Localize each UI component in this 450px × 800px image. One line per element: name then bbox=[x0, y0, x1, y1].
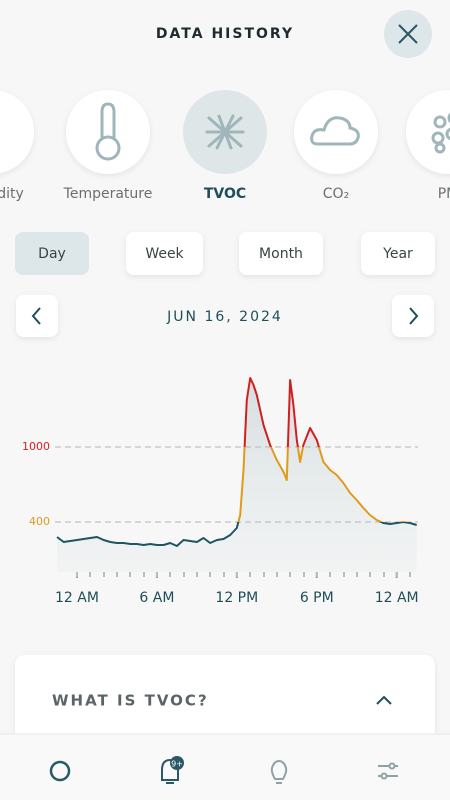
sensor-icon bbox=[95, 102, 121, 161]
period-label: Year bbox=[382, 246, 413, 262]
prev-button[interactable] bbox=[16, 295, 58, 337]
sensor-label: CO₂ bbox=[323, 186, 349, 202]
sensor-icon bbox=[431, 112, 450, 154]
sensor-row: Humidity Temperature TVOC CO₂ PM bbox=[0, 90, 450, 202]
period-label: Week bbox=[145, 246, 184, 262]
sensor-button[interactable] bbox=[294, 90, 378, 174]
sensor-button[interactable] bbox=[0, 90, 34, 174]
sensor-label: Temperature bbox=[63, 186, 153, 202]
period-label: Month bbox=[259, 246, 303, 262]
badge bbox=[170, 756, 184, 770]
line bbox=[56, 377, 417, 547]
x-tick-label: 12 PM bbox=[215, 590, 258, 606]
chevron bbox=[376, 695, 392, 705]
next-button[interactable] bbox=[392, 295, 434, 337]
sensor-button[interactable] bbox=[406, 90, 450, 174]
chart: 400 1000 12 AM 6 AM 12 PM 6 PM 12 AM bbox=[22, 377, 419, 606]
sensor-label: TVOC bbox=[204, 186, 246, 202]
sensor-label: PM bbox=[438, 186, 450, 202]
period-button[interactable] bbox=[361, 232, 435, 275]
period-button[interactable] bbox=[15, 232, 89, 275]
period-button[interactable] bbox=[239, 232, 323, 275]
nav-tips[interactable] bbox=[270, 759, 288, 784]
bottom-nav: 9+ bbox=[0, 733, 450, 800]
badge-text: 9+ bbox=[171, 760, 183, 769]
info-title: WHAT IS TVOC? bbox=[52, 692, 209, 710]
date-label: JUN 16, 2024 bbox=[166, 309, 283, 325]
period-label: Day bbox=[38, 246, 66, 262]
x-tick-label: 12 AM bbox=[55, 590, 99, 606]
period-row: Day Week Month Year bbox=[15, 232, 435, 275]
page-title: DATA HISTORY bbox=[156, 26, 294, 42]
x-tick-label: 12 AM bbox=[375, 590, 419, 606]
x-tick-label: 6 AM bbox=[139, 590, 174, 606]
minor-ticks bbox=[76, 572, 411, 577]
period-button[interactable] bbox=[126, 232, 203, 275]
sensor-label: Humidity bbox=[0, 186, 24, 202]
sensor-icon bbox=[310, 116, 360, 146]
y-tick-label: 1000 bbox=[22, 440, 50, 453]
x-tick-label: 6 PM bbox=[300, 590, 334, 606]
area bbox=[56, 378, 417, 572]
y-tick-label: 400 bbox=[29, 515, 50, 528]
sensor-button[interactable] bbox=[66, 90, 150, 174]
close-button[interactable] bbox=[384, 10, 432, 58]
sensor-icon bbox=[205, 114, 245, 150]
nav-home[interactable] bbox=[49, 760, 71, 782]
